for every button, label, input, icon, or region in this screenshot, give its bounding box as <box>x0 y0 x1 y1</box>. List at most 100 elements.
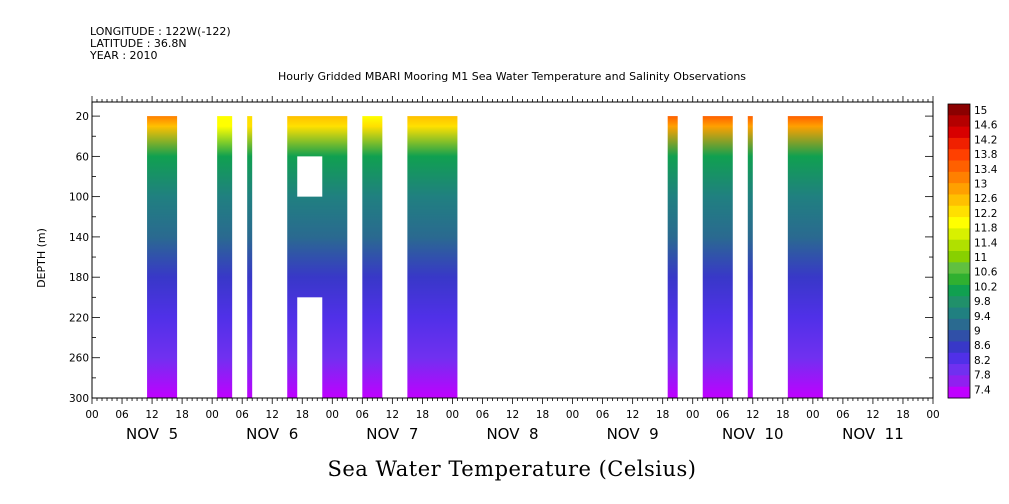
colorbar-swatch <box>948 352 970 365</box>
y-tick-label: 100 <box>69 192 89 204</box>
x-hour-tick-label: 12 <box>866 409 879 421</box>
x-hour-tick-label: 12 <box>386 409 399 421</box>
bottom-title: Sea Water Temperature (Celsius) <box>327 457 696 481</box>
x-hour-tick-label: 18 <box>896 409 909 421</box>
missing-data-gap <box>297 297 323 398</box>
x-hour-tick-label: 00 <box>85 409 98 421</box>
x-hour-tick-label: 12 <box>626 409 639 421</box>
x-hour-tick-label: 06 <box>596 409 610 421</box>
colorbar-swatch <box>948 251 970 263</box>
colorbar-swatch <box>948 205 970 218</box>
x-hour-tick-label: 00 <box>205 409 218 421</box>
x-hour-tick-label: 06 <box>356 409 370 421</box>
y-tick-label: 220 <box>69 312 89 324</box>
colorbar-frame <box>947 103 971 399</box>
y-tick-label: 60 <box>76 151 89 163</box>
x-hour-tick-label: 18 <box>776 409 789 421</box>
colorbar-swatch <box>948 171 970 184</box>
year-label: YEAR : 2010 <box>89 49 158 62</box>
colorbar-swatch <box>948 115 970 128</box>
y-tick-label: 260 <box>69 353 89 365</box>
y-axis-label: DEPTH (m) <box>35 228 48 288</box>
x-day-label: NOV 8 <box>486 425 538 443</box>
x-hour-tick-label: 18 <box>175 409 188 421</box>
data-block <box>667 116 678 398</box>
colorbar-swatch <box>948 104 970 116</box>
x-hour-tick-label: 18 <box>296 409 309 421</box>
longitude-label: LONGITUDE : 122W(-122) <box>90 25 231 38</box>
colorbar-swatch <box>948 386 970 399</box>
colorbar-label: 13 <box>974 179 987 191</box>
colorbar-label: 11 <box>974 252 987 264</box>
data-block <box>247 116 253 398</box>
colorbar-swatch <box>948 183 970 195</box>
colorbar-swatch <box>948 194 970 207</box>
x-hour-tick-label: 06 <box>716 409 730 421</box>
colorbar: 15 14.6 14.2 13.8 13.4 13 12.6 12.2 11.8 11.4 11 10… <box>947 103 998 399</box>
colorbar-label: 7.4 <box>974 384 991 396</box>
x-day-label: NOV 11 <box>842 425 904 443</box>
x-hour-tick-label: 12 <box>266 409 279 421</box>
x-hour-tick-label: 00 <box>446 409 459 421</box>
y-tick-label: 180 <box>69 272 89 284</box>
x-hour-tick-label: 00 <box>926 409 939 421</box>
colorbar-swatch <box>948 375 970 388</box>
x-hour-tick-label: 06 <box>115 409 129 421</box>
x-hour-tick-label: 12 <box>145 409 158 421</box>
x-hour-tick-label: 00 <box>806 409 819 421</box>
colorbar-swatch <box>948 307 970 320</box>
y-tick-label: 140 <box>69 232 89 244</box>
x-hour-tick-label: 00 <box>686 409 699 421</box>
colorbar-swatch <box>948 273 970 286</box>
colorbar-label: 9 <box>974 326 981 338</box>
x-hour-tick-label: 12 <box>746 409 759 421</box>
colorbar-label: 14.6 <box>974 120 998 132</box>
colorbar-label: 8.2 <box>974 355 991 367</box>
colorbar-label: 11.4 <box>974 237 998 249</box>
data-block <box>147 116 178 398</box>
colorbar-label: 12.6 <box>974 193 998 205</box>
x-hour-tick-label: 00 <box>566 409 579 421</box>
plot-area: 00 06 12 18 00 06 12 18 00 06 12 18 00 06 12 18 00 06 12 18… <box>69 96 940 443</box>
colorbar-label: 11.8 <box>974 223 997 235</box>
x-hour-tick-label: 12 <box>506 409 519 421</box>
x-hour-tick-label: 06 <box>235 409 249 421</box>
x-day-label: NOV 10 <box>722 425 784 443</box>
colorbar-swatch <box>948 137 970 150</box>
y-tick-label: 20 <box>76 111 89 123</box>
colorbar-swatch <box>948 364 970 376</box>
colorbar-swatch <box>948 262 970 275</box>
colorbar-label: 12.2 <box>974 208 997 220</box>
colorbar-swatch <box>948 149 970 161</box>
colorbar-swatch <box>948 284 970 297</box>
x-hour-tick-label: 00 <box>326 409 339 421</box>
colorbar-swatch <box>948 160 970 173</box>
colorbar-label: 13.4 <box>974 164 998 176</box>
colorbar-swatch <box>948 341 970 354</box>
colorbar-swatch <box>948 217 970 229</box>
data-block <box>362 116 383 398</box>
colorbar-label: 7.8 <box>974 370 991 382</box>
missing-data-gap <box>297 156 323 197</box>
colorbar-label: 9.8 <box>974 296 991 308</box>
x-hour-tick-label: 18 <box>536 409 549 421</box>
colorbar-label: 15 <box>974 105 987 117</box>
x-hour-tick-label: 18 <box>656 409 669 421</box>
colorbar-swatch <box>948 296 970 308</box>
x-day-label: NOV 7 <box>366 425 418 443</box>
colorbar-label: 10.2 <box>974 281 997 293</box>
x-hour-tick-label: 06 <box>476 409 490 421</box>
colorbar-swatch <box>948 239 970 252</box>
colorbar-swatch <box>948 330 970 342</box>
x-day-label: NOV 5 <box>126 425 178 443</box>
colorbar-label: 10.6 <box>974 267 998 279</box>
data-block <box>217 116 233 398</box>
x-hour-tick-label: 06 <box>836 409 850 421</box>
latitude-label: LATITUDE : 36.8N <box>90 37 187 50</box>
colorbar-swatch <box>948 318 970 331</box>
x-day-label: NOV 6 <box>246 425 298 443</box>
data-block <box>702 116 733 398</box>
colorbar-swatch <box>948 228 970 241</box>
colorbar-label: 8.6 <box>974 340 991 352</box>
